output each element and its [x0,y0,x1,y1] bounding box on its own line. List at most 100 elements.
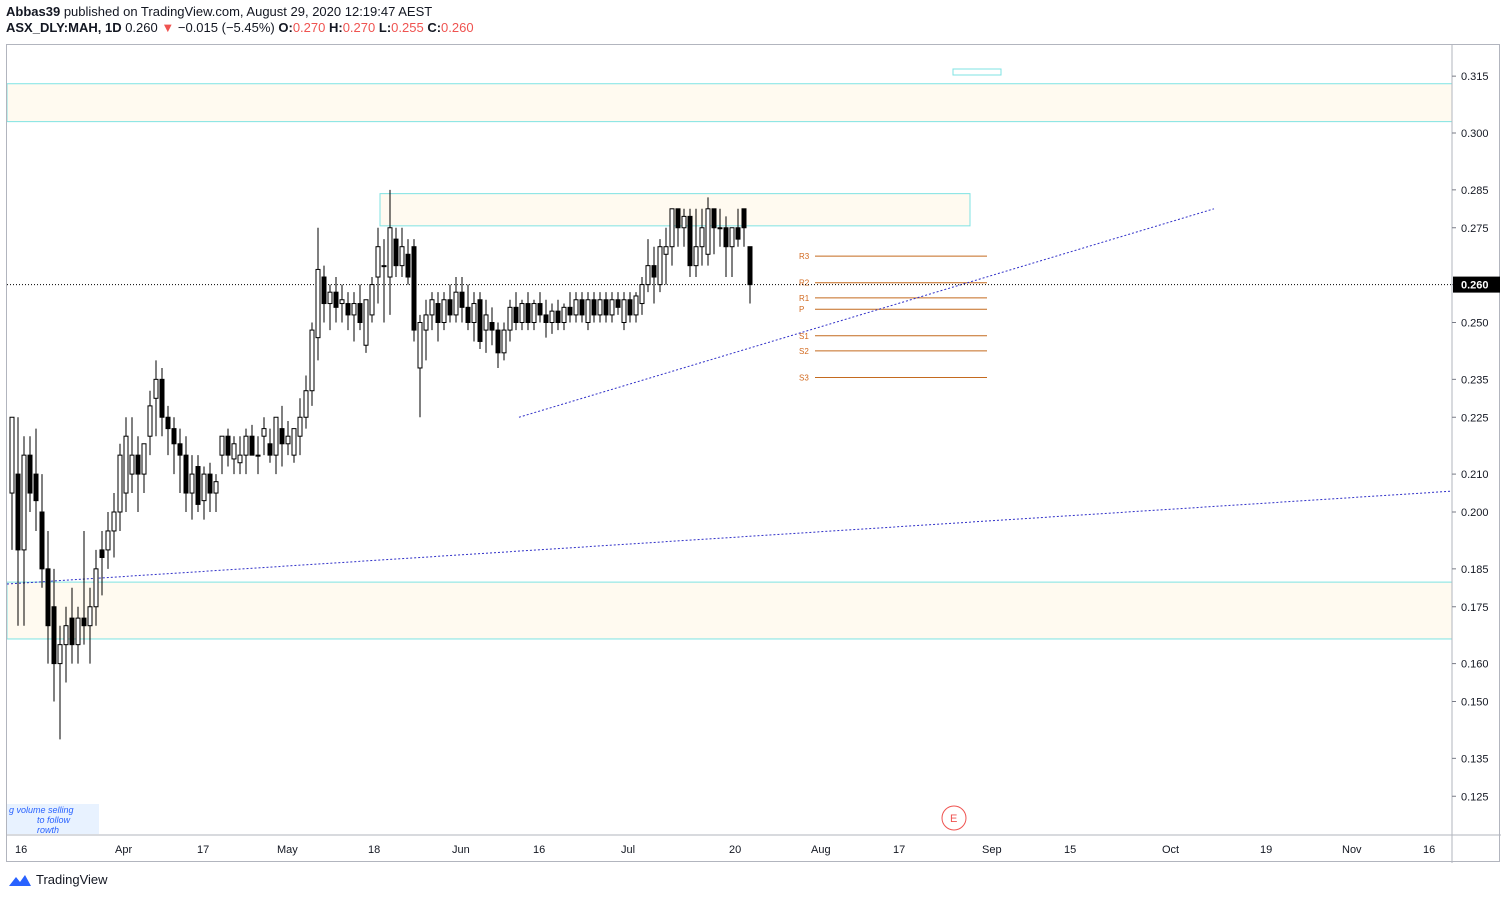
candle-body [669,208,675,248]
candle-body [471,303,477,323]
candle-body [225,435,231,456]
candle-body [501,329,507,354]
price-tick-10: 0.185 [1461,564,1489,576]
candle-117 [711,208,717,255]
candle-body [261,428,267,437]
candle-14 [93,549,99,626]
publisher-name[interactable]: Abbas39 [6,4,61,19]
candle-body [537,303,543,316]
current-price-tag-label: 0.260 [1461,280,1489,292]
candle-77 [471,292,477,342]
candle-114 [693,208,699,278]
note-text: g volume selling to follow rowth [9,805,74,835]
candle-43 [267,428,273,463]
candle-body [375,246,381,278]
candle-51 [315,227,321,361]
footer: TradingView [8,872,108,887]
candle-body [309,329,315,392]
candle-79 [483,299,489,353]
candle-27 [171,417,177,475]
candle-38 [237,436,243,475]
candle-body [255,454,261,457]
zone-small-box [952,68,1002,76]
candle-body [51,606,57,665]
candle-body [441,299,447,323]
candle-85 [519,299,525,331]
candle-65 [399,227,405,278]
candle-22 [141,443,147,494]
candle-119 [723,216,729,278]
time-tick-5: Jun [452,844,470,856]
earnings-marker-label: E [950,813,957,825]
price-tick-15: 0.125 [1461,791,1489,803]
candle-118 [717,208,723,247]
candle-86 [525,292,531,331]
price-tick-6: 0.235 [1461,374,1489,386]
candle-body [273,416,279,456]
candle-body [333,291,339,308]
candle-body [297,416,303,437]
candle-body [369,284,375,316]
candle-body [147,405,153,437]
candle-57 [351,292,357,342]
candle-68 [417,314,423,418]
price-tick-2: 0.285 [1461,185,1489,197]
candle-body [447,299,453,316]
candle-body [231,443,237,460]
candle-body [675,208,681,229]
candle-body [417,322,423,369]
candle-body [525,303,531,323]
candle-body [69,617,75,646]
tradingview-logo-icon[interactable] [8,873,32,887]
candle-120 [729,227,735,278]
price-tick-9: 0.200 [1461,507,1489,519]
candle-97 [591,292,597,323]
high-value: 0.270 [342,20,376,35]
candle-70 [429,292,435,331]
candle-42 [261,417,267,456]
candle-body [393,238,399,267]
candle-body [489,322,495,331]
time-tick-3: May [277,844,298,856]
candle-2 [21,436,27,626]
candle-18 [117,443,123,531]
publish-line: Abbas39 published on TradingView.com, Au… [6,4,474,20]
candle-body [123,435,129,494]
candle-body [45,568,51,627]
candle-body [9,416,15,494]
candle-body [321,276,327,305]
candle-34 [213,474,219,512]
candle-body [117,454,123,513]
price-tick-14: 0.135 [1461,753,1489,765]
candle-30 [189,455,195,520]
chart-canvas[interactable]: R3 R2 R1 P S1 S2 S3 0.315 0.300 0.285 0.275 0.260 0… [7,45,1501,863]
candle-body [663,246,669,255]
price-tick-11: 0.175 [1461,602,1489,614]
symbol-label[interactable]: ASX_DLY:MAH, 1D [6,20,122,35]
candle-body [153,378,159,399]
candle-body [345,303,351,316]
price-tick-12: 0.160 [1461,659,1489,671]
candle-9 [63,606,69,683]
candle-21 [135,436,141,512]
candle-106 [645,239,651,293]
candle-100 [609,292,615,323]
candle-78 [477,292,483,350]
candle-body [585,299,591,323]
candle-112 [681,208,687,247]
candle-36 [225,428,231,467]
candle-body [351,303,357,316]
candle-body [33,473,39,502]
time-tick-16: 16 [1423,844,1435,856]
candle-91 [555,299,561,331]
footer-brand[interactable]: TradingView [36,872,108,887]
candle-62 [381,239,387,323]
price-tick-1: 0.300 [1461,128,1489,140]
candle-body [693,246,699,267]
trendline-lower [7,490,1453,585]
candle-1 [15,417,21,626]
chart-pane[interactable]: R3 R2 R1 P S1 S2 S3 0.315 0.300 0.285 0.275 0.260 0… [6,44,1501,863]
candle-body [171,428,177,445]
candle-35 [219,435,225,475]
candle-37 [231,436,237,475]
